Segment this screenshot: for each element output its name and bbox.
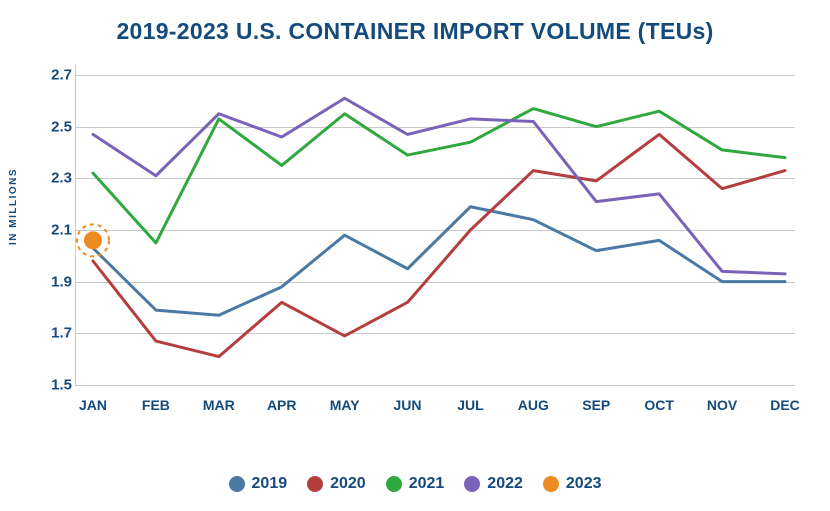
legend-label: 2022: [487, 475, 523, 493]
legend-item-2021: 2021: [386, 475, 445, 493]
y-axis-label: IN MILLIONS: [8, 168, 19, 245]
y-tick-label: 1.5: [40, 377, 72, 394]
x-tick-label: FEB: [142, 397, 170, 413]
chart-plot-area: [75, 65, 795, 425]
series-2020-line: [93, 134, 785, 356]
legend-item-2020: 2020: [307, 475, 366, 493]
x-tick-label: OCT: [644, 397, 674, 413]
y-tick-label: 2.1: [40, 222, 72, 239]
legend-item-2022: 2022: [464, 475, 523, 493]
y-tick-label: 1.7: [40, 325, 72, 342]
x-tick-label: NOV: [707, 397, 737, 413]
legend-dot: [543, 476, 559, 492]
legend-dot: [229, 476, 245, 492]
legend-dot: [307, 476, 323, 492]
legend-item-2019: 2019: [229, 475, 288, 493]
y-tick-label: 2.3: [40, 170, 72, 187]
x-tick-label: JUN: [394, 397, 422, 413]
legend-dot: [386, 476, 402, 492]
chart-svg: [75, 65, 795, 425]
legend-label: 2020: [330, 475, 366, 493]
x-tick-label: MAY: [330, 397, 360, 413]
legend-item-2023: 2023: [543, 475, 602, 493]
chart-legend: 2019 2020 2021 2022 2023: [0, 475, 830, 497]
x-tick-label: SEP: [582, 397, 610, 413]
x-tick-label: JAN: [79, 397, 107, 413]
y-tick-label: 1.9: [40, 273, 72, 290]
x-tick-label: APR: [267, 397, 297, 413]
legend-label: 2021: [409, 475, 445, 493]
legend-label: 2019: [252, 475, 288, 493]
legend-label: 2023: [566, 475, 602, 493]
chart-title: 2019-2023 U.S. CONTAINER IMPORT VOLUME (…: [0, 0, 830, 45]
x-tick-label: DEC: [770, 397, 800, 413]
series-2023-point: [84, 231, 102, 249]
x-tick-label: AUG: [518, 397, 549, 413]
x-tick-label: MAR: [203, 397, 235, 413]
y-tick-label: 2.7: [40, 67, 72, 84]
y-tick-label: 2.5: [40, 118, 72, 135]
legend-dot: [464, 476, 480, 492]
x-tick-label: JUL: [457, 397, 483, 413]
